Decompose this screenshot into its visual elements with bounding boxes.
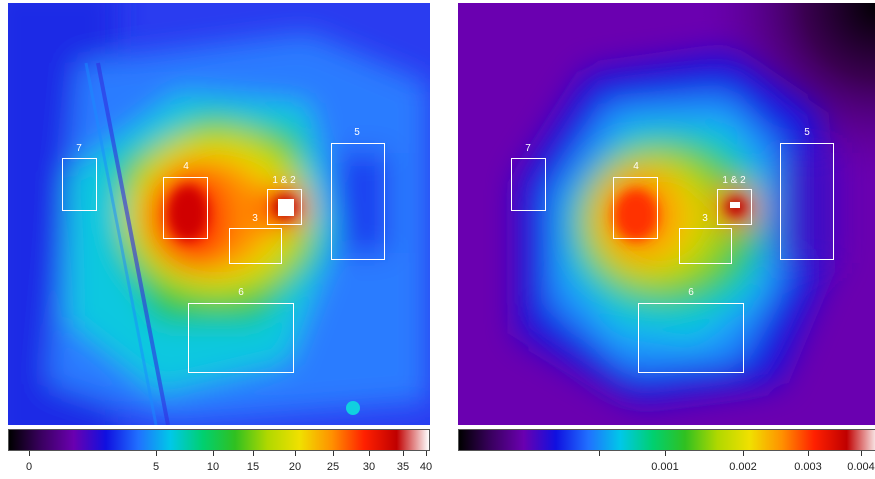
colorbar-tick-mark — [295, 451, 296, 456]
colorbar-tick-mark — [253, 451, 254, 456]
region-label-4: 4 — [633, 161, 639, 172]
colorbar-tick-label: 25 — [326, 461, 340, 473]
region-label-7: 7 — [525, 143, 531, 154]
colorbar-tick-mark — [369, 451, 370, 456]
colorbar-tick-label: 15 — [246, 461, 260, 473]
region-box-6 — [188, 303, 294, 373]
region-box-1-2 — [267, 189, 302, 225]
region-label-3: 3 — [702, 213, 708, 224]
colorbar-tick-label: 0 — [25, 461, 33, 473]
colorbar-tick-label: 20 — [288, 461, 302, 473]
region-box-3 — [679, 228, 732, 264]
colorbar-tick-mark — [599, 451, 600, 456]
region-label-7: 7 — [76, 143, 82, 154]
colorbar-tick-mark — [665, 451, 666, 456]
colorbar-tick-mark — [743, 451, 744, 456]
region-box-6 — [638, 303, 744, 373]
region-box-5 — [331, 143, 385, 260]
region-box-4 — [163, 177, 208, 239]
right-map-image — [458, 3, 875, 425]
region-box-4 — [613, 177, 658, 239]
region-label-1-2: 1 & 2 — [722, 175, 746, 186]
colorbar-tick-label: 0.004 — [847, 461, 875, 473]
colorbar-tick-label: 0.002 — [729, 461, 757, 473]
colorbar-tick-label: 0.003 — [794, 461, 822, 473]
left-intensity-map: 1 & 2 3 4 5 6 7 — [8, 3, 430, 425]
colorbar-tick-mark — [213, 451, 214, 456]
left-colorbar — [8, 429, 430, 451]
colorbar-tick-label: 40 — [419, 461, 433, 473]
colorbar-tick-mark — [426, 451, 427, 456]
region-label-3: 3 — [252, 213, 258, 224]
colorbar-tick-mark — [29, 451, 30, 456]
region-box-1-2 — [717, 189, 752, 225]
region-label-5: 5 — [354, 127, 360, 138]
colorbar-tick-mark — [403, 451, 404, 456]
region-label-1-2: 1 & 2 — [272, 175, 296, 186]
region-box-5 — [780, 143, 834, 260]
region-label-6: 6 — [688, 287, 694, 298]
colorbar-tick-label: 5 — [152, 461, 160, 473]
colorbar-tick-mark — [861, 451, 862, 456]
right-model-map: 1 & 2 3 4 5 6 7 — [458, 3, 875, 425]
region-label-5: 5 — [804, 127, 810, 138]
region-label-4: 4 — [183, 161, 189, 172]
colorbar-tick-label: 30 — [362, 461, 376, 473]
region-box-3 — [229, 228, 282, 264]
colorbar-tick-mark — [156, 451, 157, 456]
region-label-6: 6 — [238, 287, 244, 298]
colorbar-tick-mark — [808, 451, 809, 456]
colorbar-tick-label: 35 — [396, 461, 410, 473]
left-colorbar-ticks: 0 5 10 15 20 25 30 35 40 — [8, 451, 433, 479]
colorbar-tick-label: 10 — [206, 461, 220, 473]
right-colorbar-ticks: 0.001 0.002 0.003 0.004 — [458, 451, 875, 479]
right-colorbar — [458, 429, 875, 451]
region-box-7 — [62, 158, 97, 211]
region-box-7 — [511, 158, 546, 211]
colorbar-tick-label: 0.001 — [651, 461, 679, 473]
colorbar-tick-mark — [333, 451, 334, 456]
